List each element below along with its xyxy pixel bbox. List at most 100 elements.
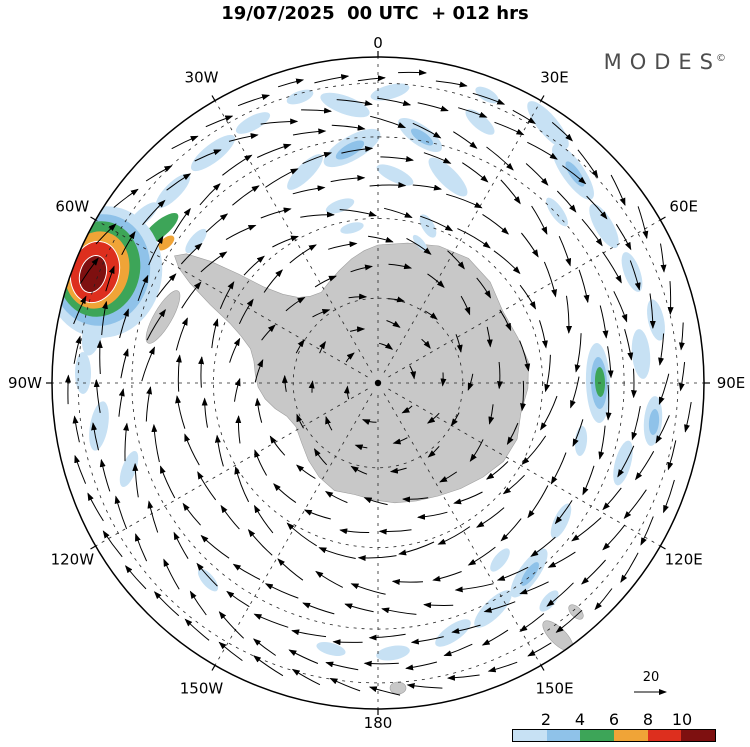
shaded-patch	[155, 173, 191, 209]
wind-arrow	[303, 509, 331, 520]
wind-arrow	[199, 183, 221, 206]
shaded-patch	[235, 112, 271, 134]
wind-arrow	[196, 562, 218, 587]
wind-arrow	[331, 124, 366, 131]
wind-arrow	[74, 454, 87, 484]
wind-arrow	[205, 115, 234, 128]
legend-tick-label: 4	[574, 710, 586, 729]
shaded-patch	[376, 164, 414, 186]
wind-arrow	[220, 504, 240, 530]
wind-arrow	[412, 122, 442, 139]
wind-arrow	[631, 406, 641, 441]
wind-arrow	[292, 128, 327, 136]
wind-arrow	[520, 380, 527, 412]
shaded-patch	[119, 450, 139, 488]
wind-arrow	[410, 636, 444, 645]
wind-arrow	[649, 293, 656, 329]
wind-arrow	[148, 235, 164, 266]
wind-arrow	[502, 474, 525, 495]
wind-arrow	[467, 546, 496, 566]
shaded-patch	[340, 222, 364, 234]
wind-arrow	[160, 465, 176, 499]
shaded-patch	[287, 154, 323, 190]
shaded-patch	[589, 203, 619, 249]
land-group	[145, 242, 584, 695]
wind-arrow	[525, 163, 549, 186]
wind-arrow	[453, 131, 478, 149]
wind-arrow	[544, 354, 551, 393]
modes-logo: MODES©	[604, 50, 726, 74]
wind-arrow	[521, 232, 539, 258]
wind-arrow	[314, 275, 337, 288]
wind-arrow	[558, 235, 572, 267]
wind-arrow	[166, 173, 192, 191]
wind-arrow	[269, 435, 286, 456]
wind-arrow	[113, 188, 139, 208]
wind-arrow	[402, 496, 429, 503]
wind-arrow	[93, 379, 101, 413]
wind-arrow	[141, 346, 155, 382]
wind-arrow	[555, 609, 583, 633]
wind-arrow	[519, 613, 545, 632]
wind-arrow	[500, 518, 522, 542]
wind-arrow	[295, 339, 305, 354]
wind-arrow	[368, 633, 406, 641]
wind-arrow	[462, 162, 489, 183]
wind-arrow	[406, 682, 443, 689]
wind-arrow	[142, 199, 166, 226]
wind-arrow	[540, 395, 558, 431]
wind-arrow	[357, 75, 386, 82]
wind-arrow	[175, 317, 188, 351]
wind-arrow	[424, 310, 438, 320]
longitude-label: 60W	[55, 198, 89, 216]
island	[389, 681, 407, 695]
wind-arrow	[572, 419, 584, 447]
wind-arrow	[446, 193, 483, 209]
wind-arrow	[264, 583, 299, 599]
wind-arrow	[73, 295, 87, 325]
wind-arrow	[500, 179, 521, 205]
wind-arrow	[132, 462, 139, 498]
wind-arrow	[226, 590, 250, 608]
boundary-tick	[660, 545, 666, 550]
wind-arrow	[265, 168, 299, 188]
wind-arrow	[289, 244, 317, 264]
shaded-patch	[490, 548, 510, 572]
wind-arrow	[228, 133, 259, 142]
shaded-patch	[286, 89, 314, 105]
wind-arrow	[235, 415, 242, 444]
wind-arrow	[101, 300, 108, 336]
wind-arrow	[620, 552, 639, 583]
wind-arrow	[581, 218, 603, 247]
wind-arrow	[261, 324, 276, 341]
legend-color-segment	[513, 730, 547, 741]
wind-arrow	[243, 255, 265, 276]
wind-arrow	[547, 551, 576, 568]
wind-arrow	[432, 571, 462, 582]
south-pole-dot	[374, 379, 382, 387]
wind-arrow	[341, 145, 374, 154]
legend-color-segment	[614, 730, 648, 741]
shaded-patch	[550, 503, 572, 539]
wind-arrow	[405, 661, 438, 671]
wind-arrow	[114, 495, 128, 530]
shaded-patch	[475, 86, 499, 104]
shaded-patch	[376, 645, 410, 661]
wind-arrow	[171, 135, 199, 150]
wind-arrow	[332, 639, 363, 646]
wind-arrow	[135, 533, 148, 562]
wind-arrow	[543, 261, 558, 298]
wind-arrow	[655, 415, 670, 444]
wind-arrow	[229, 337, 241, 363]
wind-arrow	[260, 118, 299, 125]
legend-tick-label: 10	[671, 710, 693, 729]
wind-arrow	[421, 338, 431, 349]
wind-arrow	[102, 530, 123, 558]
wind-arrow	[496, 566, 529, 581]
wind-arrow	[637, 206, 649, 240]
wind-arrow	[562, 165, 587, 185]
wind-arrow	[446, 674, 480, 681]
wind-arrow	[300, 211, 335, 218]
wind-arrow	[427, 273, 445, 288]
wind-arrow	[123, 422, 130, 462]
